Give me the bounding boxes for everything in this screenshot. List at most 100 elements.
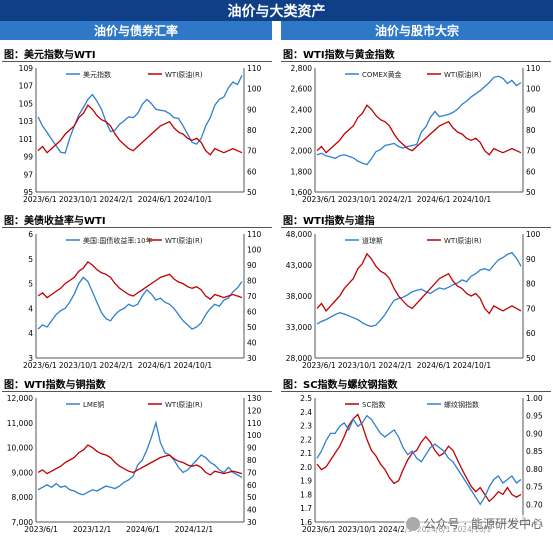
y-tick-label-right: 70 <box>247 147 257 156</box>
y-tick-label-right: 40 <box>247 339 257 348</box>
series-line-1 <box>37 420 243 496</box>
y-tick-label-right: 0.85 <box>526 447 543 456</box>
chart-title: 图：SC指数与螺纹钢指数 <box>283 380 398 391</box>
legend-label: 美元指数 <box>83 70 111 79</box>
y-tick-label-right: 30 <box>247 354 257 363</box>
panel-dollar-index-wti: 图：美元指数与WTI 95 97 99 101 103 105 107 109 50 60 70 80… <box>0 46 274 206</box>
wechat-icon <box>405 516 420 531</box>
y-tick-label-right: 70 <box>247 468 257 477</box>
title-divider <box>281 227 551 228</box>
x-tick-label: 2024/2/1 <box>100 361 134 370</box>
legend-label: WTI原油(R) <box>165 236 203 245</box>
y-tick-label-left: 38,000 <box>286 292 312 301</box>
y-tick-label-right: 1.00 <box>526 394 543 403</box>
x-tick-label: 2024/10/1 <box>453 361 492 370</box>
x-tick-label: 2024/6/1 <box>126 525 160 534</box>
series-line-2 <box>316 414 522 506</box>
panel-wti-dow: 图：WTI指数与道指 28,000 33,000 38,000 43,000 48,00… <box>279 212 553 372</box>
y-tick-label-left: 1,600 <box>291 188 313 197</box>
chart-title: 图：WTI指数与黄金指数 <box>283 50 395 61</box>
y-tick-label-left: 11,000 <box>7 419 33 428</box>
panel-treasury-yield-wti: 图：美债收益率与WTI 3 4 4 5 5 6 30 40 50 60 70 80 90 100 110 20… <box>0 212 274 372</box>
y-tick-label-left: 33,000 <box>286 323 312 332</box>
y-tick-label-right: 60 <box>247 308 257 317</box>
y-tick-label-left: 5 <box>28 255 33 264</box>
y-tick-label-left: 48,000 <box>286 230 312 239</box>
y-tick-label-left: 4 <box>28 329 33 338</box>
panel-wti-gold: 图：WTI指数与黄金指数 1,600 1,800 2,000 2,200 2,400 2,… <box>279 46 553 206</box>
y-tick-label-right: 110 <box>526 64 541 73</box>
legend-label: WTI原油(R) <box>165 70 203 79</box>
y-tick-label-left: 2.2 <box>300 435 312 444</box>
y-tick-label-left: 2.1 <box>300 449 312 458</box>
title-divider <box>2 61 272 62</box>
title-divider <box>2 391 272 392</box>
legend-label: SC指数 <box>362 400 385 409</box>
y-tick-label-left: 1.9 <box>300 477 312 486</box>
x-tick-label: 2023/12/1 <box>73 525 112 534</box>
watermark-text: 公众号 · 能源研发中心 <box>423 517 543 531</box>
column-header-stocks-commodities: 油价与股市大宗 <box>281 21 553 40</box>
legend-label: 美国:国债收益率:10年 <box>83 236 153 245</box>
x-tick-label: 2024/6/1 <box>417 361 451 370</box>
x-tick-label: 2024/10/1 <box>453 195 492 204</box>
y-tick-label-right: 100 <box>526 85 541 94</box>
y-tick-label-left: 6 <box>28 230 33 239</box>
series-line-1 <box>37 75 243 154</box>
y-tick-label-left: 2.3 <box>300 422 312 431</box>
y-tick-label-right: 100 <box>247 85 262 94</box>
y-tick-label-right: 110 <box>247 64 262 73</box>
series-line-2 <box>316 104 522 156</box>
title-divider <box>281 61 551 62</box>
chart-dollar-index-wti: 95 97 99 101 103 105 107 109 50 60 70 80 90 100 110 202… <box>19 64 262 204</box>
y-tick-label-right: 0.75 <box>526 483 543 492</box>
y-tick-label-left: 4 <box>28 304 33 313</box>
x-tick-label: 2023/10/1 <box>59 195 98 204</box>
x-tick-label: 2024/10/1 <box>174 195 213 204</box>
chart-sc-rebar: 1.61.71.81.92.02.12.22.32.42.50.650.700.… <box>300 394 543 534</box>
y-tick-label-left: 2.5 <box>300 394 312 403</box>
y-tick-label-left: 9,000 <box>12 468 34 477</box>
y-tick-label-left: 5 <box>28 280 33 289</box>
y-tick-label-left: 2.4 <box>300 408 312 417</box>
y-tick-label-left: 28,000 <box>286 354 312 363</box>
x-tick-label: 2023/6/1 <box>23 361 57 370</box>
x-tick-label: 2023/6/1 <box>302 195 336 204</box>
y-tick-label-left: 2,600 <box>291 85 313 94</box>
y-tick-label-right: 80 <box>247 277 257 286</box>
x-tick-label: 2024/12/1 <box>175 525 214 534</box>
x-tick-label: 2023/6/1 <box>24 525 58 534</box>
y-tick-label-right: 80 <box>526 126 536 135</box>
y-tick-label-left: 1.7 <box>300 504 312 513</box>
chart-wti-copper: 7,000 8,000 9,000 10,000 11,000 12,000 30 40 50 6… <box>7 394 262 534</box>
x-tick-label: 2023/6/1 <box>302 361 336 370</box>
panel-wti-copper: 图：WTI指数与铜指数 7,000 8,000 9,000 10,000 11,000 1… <box>0 376 274 536</box>
y-tick-label-right: 50 <box>247 323 257 332</box>
y-tick-label-left: 43,000 <box>286 261 312 270</box>
chart-title: 图：美元指数与WTI <box>4 50 96 61</box>
x-tick-label: 2024/2/1 <box>379 361 413 370</box>
y-tick-label-left: 2,400 <box>291 105 313 114</box>
y-tick-label-right: 110 <box>247 419 262 428</box>
series-line-1 <box>316 75 522 166</box>
y-tick-label-right: 80 <box>247 126 257 135</box>
y-tick-label-right: 0.95 <box>526 412 543 421</box>
y-tick-label-right: 40 <box>247 506 257 515</box>
x-tick-label: 2023/10/1 <box>338 361 377 370</box>
y-tick-label-right: 80 <box>526 280 536 289</box>
y-tick-label-right: 50 <box>247 493 257 502</box>
chart-title: 图：WTI指数与铜指数 <box>4 380 106 391</box>
legend-label: WTI原油(R) <box>444 70 482 79</box>
y-tick-label-right: 60 <box>526 167 536 176</box>
chart-treasury-yield-wti: 3 4 4 5 5 6 30 40 50 60 70 80 90 100 110 2023/6/1 2023/1… <box>23 230 262 370</box>
y-tick-label-left: 109 <box>19 64 34 73</box>
y-tick-label-left: 2,800 <box>291 64 313 73</box>
y-tick-label-left: 1.8 <box>300 490 312 499</box>
y-tick-label-right: 70 <box>526 304 536 313</box>
chart-wti-gold: 1,600 1,800 2,000 2,200 2,400 2,600 2,800 50 60 7… <box>291 64 541 204</box>
series-line-1 <box>37 276 243 330</box>
y-tick-label-left: 3 <box>28 354 33 363</box>
y-tick-label-right: 90 <box>526 105 536 114</box>
y-tick-label-right: 90 <box>247 105 257 114</box>
y-tick-label-right: 50 <box>526 188 536 197</box>
